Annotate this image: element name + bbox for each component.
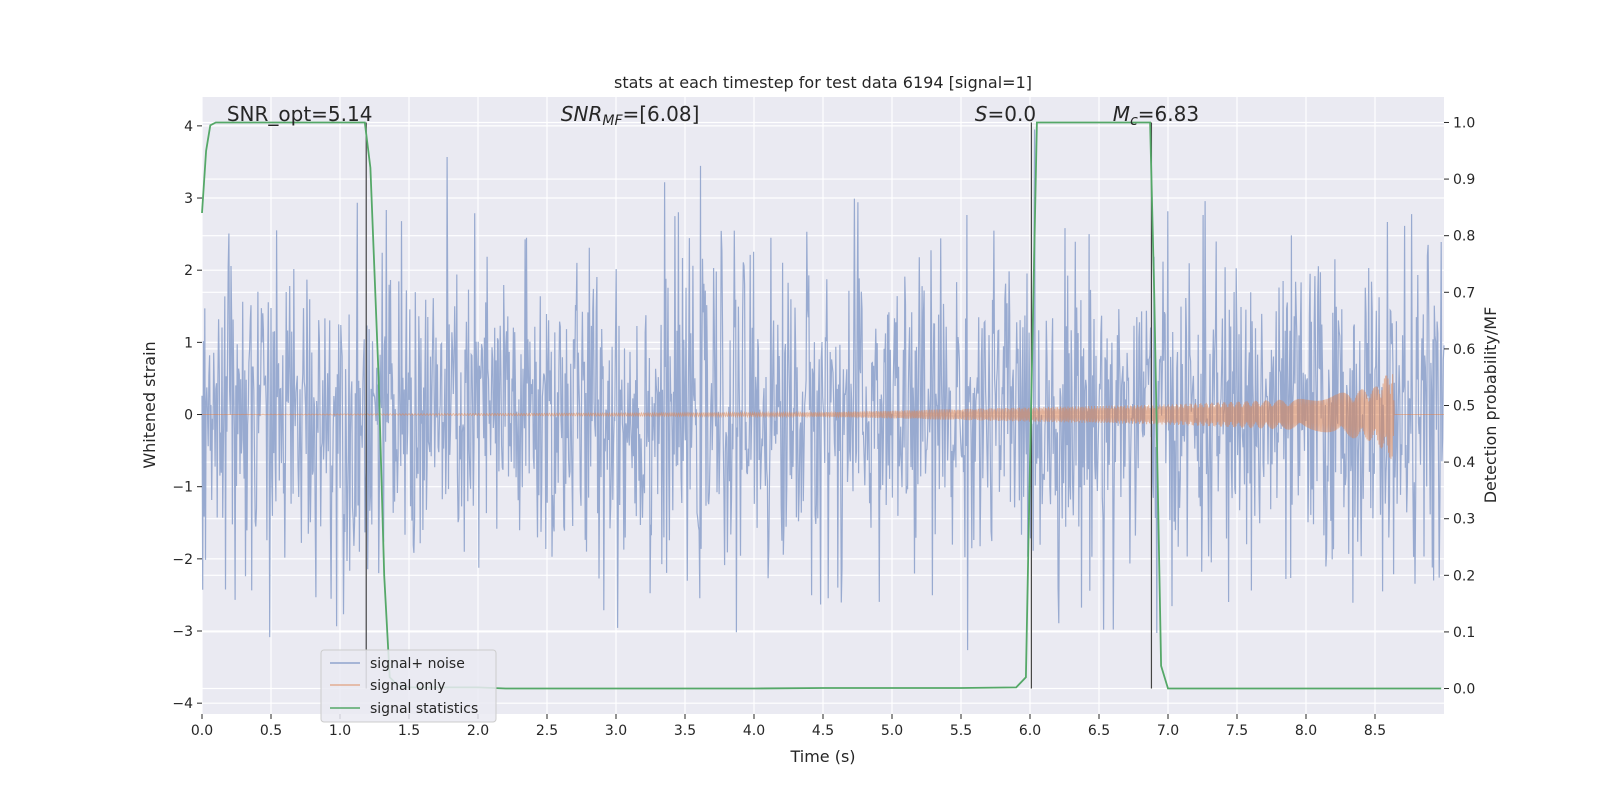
- x-tick-label: 4.0: [743, 723, 765, 739]
- x-tick-label: 0.5: [260, 723, 282, 739]
- x-tick-label: 3.0: [605, 723, 627, 739]
- x-tick-label: 8.5: [1364, 723, 1386, 739]
- x-tick-label: 8.0: [1295, 723, 1317, 739]
- x-tick-label: 1.5: [398, 723, 420, 739]
- axis-ticks: 0.0 0.5 1.0 1.5 2.0 2.5 3.0 3.5 4.0 4.5 5.0 5.5 6.0 6…: [172, 115, 1475, 739]
- y-tick-label-right: 0.6: [1453, 342, 1475, 358]
- y-tick-label-right: 0.8: [1453, 229, 1475, 245]
- y-axis-label-right: Detection probability/MF: [1481, 307, 1500, 504]
- x-tick-label: 6.5: [1088, 723, 1110, 739]
- y-tick-label: 2: [184, 263, 193, 279]
- x-tick-label: 6.0: [1019, 723, 1041, 739]
- legend-label-signal-noise: signal+ noise: [370, 656, 465, 672]
- y-tick-label-right: 0.0: [1453, 682, 1475, 698]
- series-signal-statistics: [201, 121, 1442, 690]
- annotation-label: Mc=6.83: [1113, 102, 1199, 129]
- x-axis-label: Time (s): [789, 747, 855, 766]
- x-tick-label: 0.0: [191, 723, 213, 739]
- y-tick-label-right: 0.2: [1453, 568, 1475, 584]
- legend-label-signal-statistics: signal statistics: [370, 701, 478, 717]
- x-tick-label: 3.5: [674, 723, 696, 739]
- chart-title: stats at each timestep for test data 619…: [614, 73, 1032, 92]
- annotation-label: SNR_opt=5.14: [227, 102, 373, 126]
- series-signal-noise: [201, 129, 1445, 651]
- y-tick-label-right: 0.5: [1453, 399, 1475, 415]
- y-tick-label-right: 1.0: [1453, 115, 1475, 131]
- x-tick-label: 2.0: [467, 723, 489, 739]
- x-tick-label: 2.5: [536, 723, 558, 739]
- noise-trace: [201, 129, 1445, 651]
- y-tick-label: 3: [184, 191, 193, 207]
- annotation-label: S=0.0: [975, 102, 1036, 126]
- annotations: SNR_opt=5.14 SNRMF=[6.08] S=0.0 Mc=6.83: [227, 102, 1199, 129]
- y-tick-label-right: 0.9: [1453, 172, 1475, 188]
- x-tick-label: 4.5: [812, 723, 834, 739]
- legend-label-signal-only: signal only: [370, 678, 445, 694]
- x-tick-label: 7.5: [1226, 723, 1248, 739]
- y-tick-label-right: 0.4: [1453, 455, 1475, 471]
- signal-trace: [202, 374, 1444, 459]
- y-tick-label: 0: [184, 408, 193, 424]
- y-tick-label: −2: [172, 552, 193, 568]
- x-tick-label: 7.0: [1157, 723, 1179, 739]
- legend-box: [320, 649, 497, 723]
- y-tick-label: 1: [184, 335, 193, 351]
- statistics-trace: [201, 121, 1442, 690]
- annotation-label: SNRMF=[6.08]: [561, 102, 700, 129]
- x-tick-label: 1.0: [329, 723, 351, 739]
- y-tick-label: 4: [184, 119, 193, 135]
- x-tick-label: 5.5: [950, 723, 972, 739]
- y-tick-label-right: 0.7: [1453, 285, 1475, 301]
- series-signal-only: [202, 374, 1444, 459]
- y-tick-label-right: 0.1: [1453, 625, 1475, 641]
- y-tick-label-right: 0.3: [1453, 512, 1475, 528]
- legend: signal+ noise signal only signal statist…: [320, 649, 497, 723]
- y-tick-label: −1: [172, 480, 193, 496]
- y-tick-label: −3: [172, 624, 193, 640]
- y-tick-label: −4: [172, 696, 193, 712]
- x-tick-label: 5.0: [881, 723, 903, 739]
- y-axis-label: Whitened strain: [140, 341, 159, 468]
